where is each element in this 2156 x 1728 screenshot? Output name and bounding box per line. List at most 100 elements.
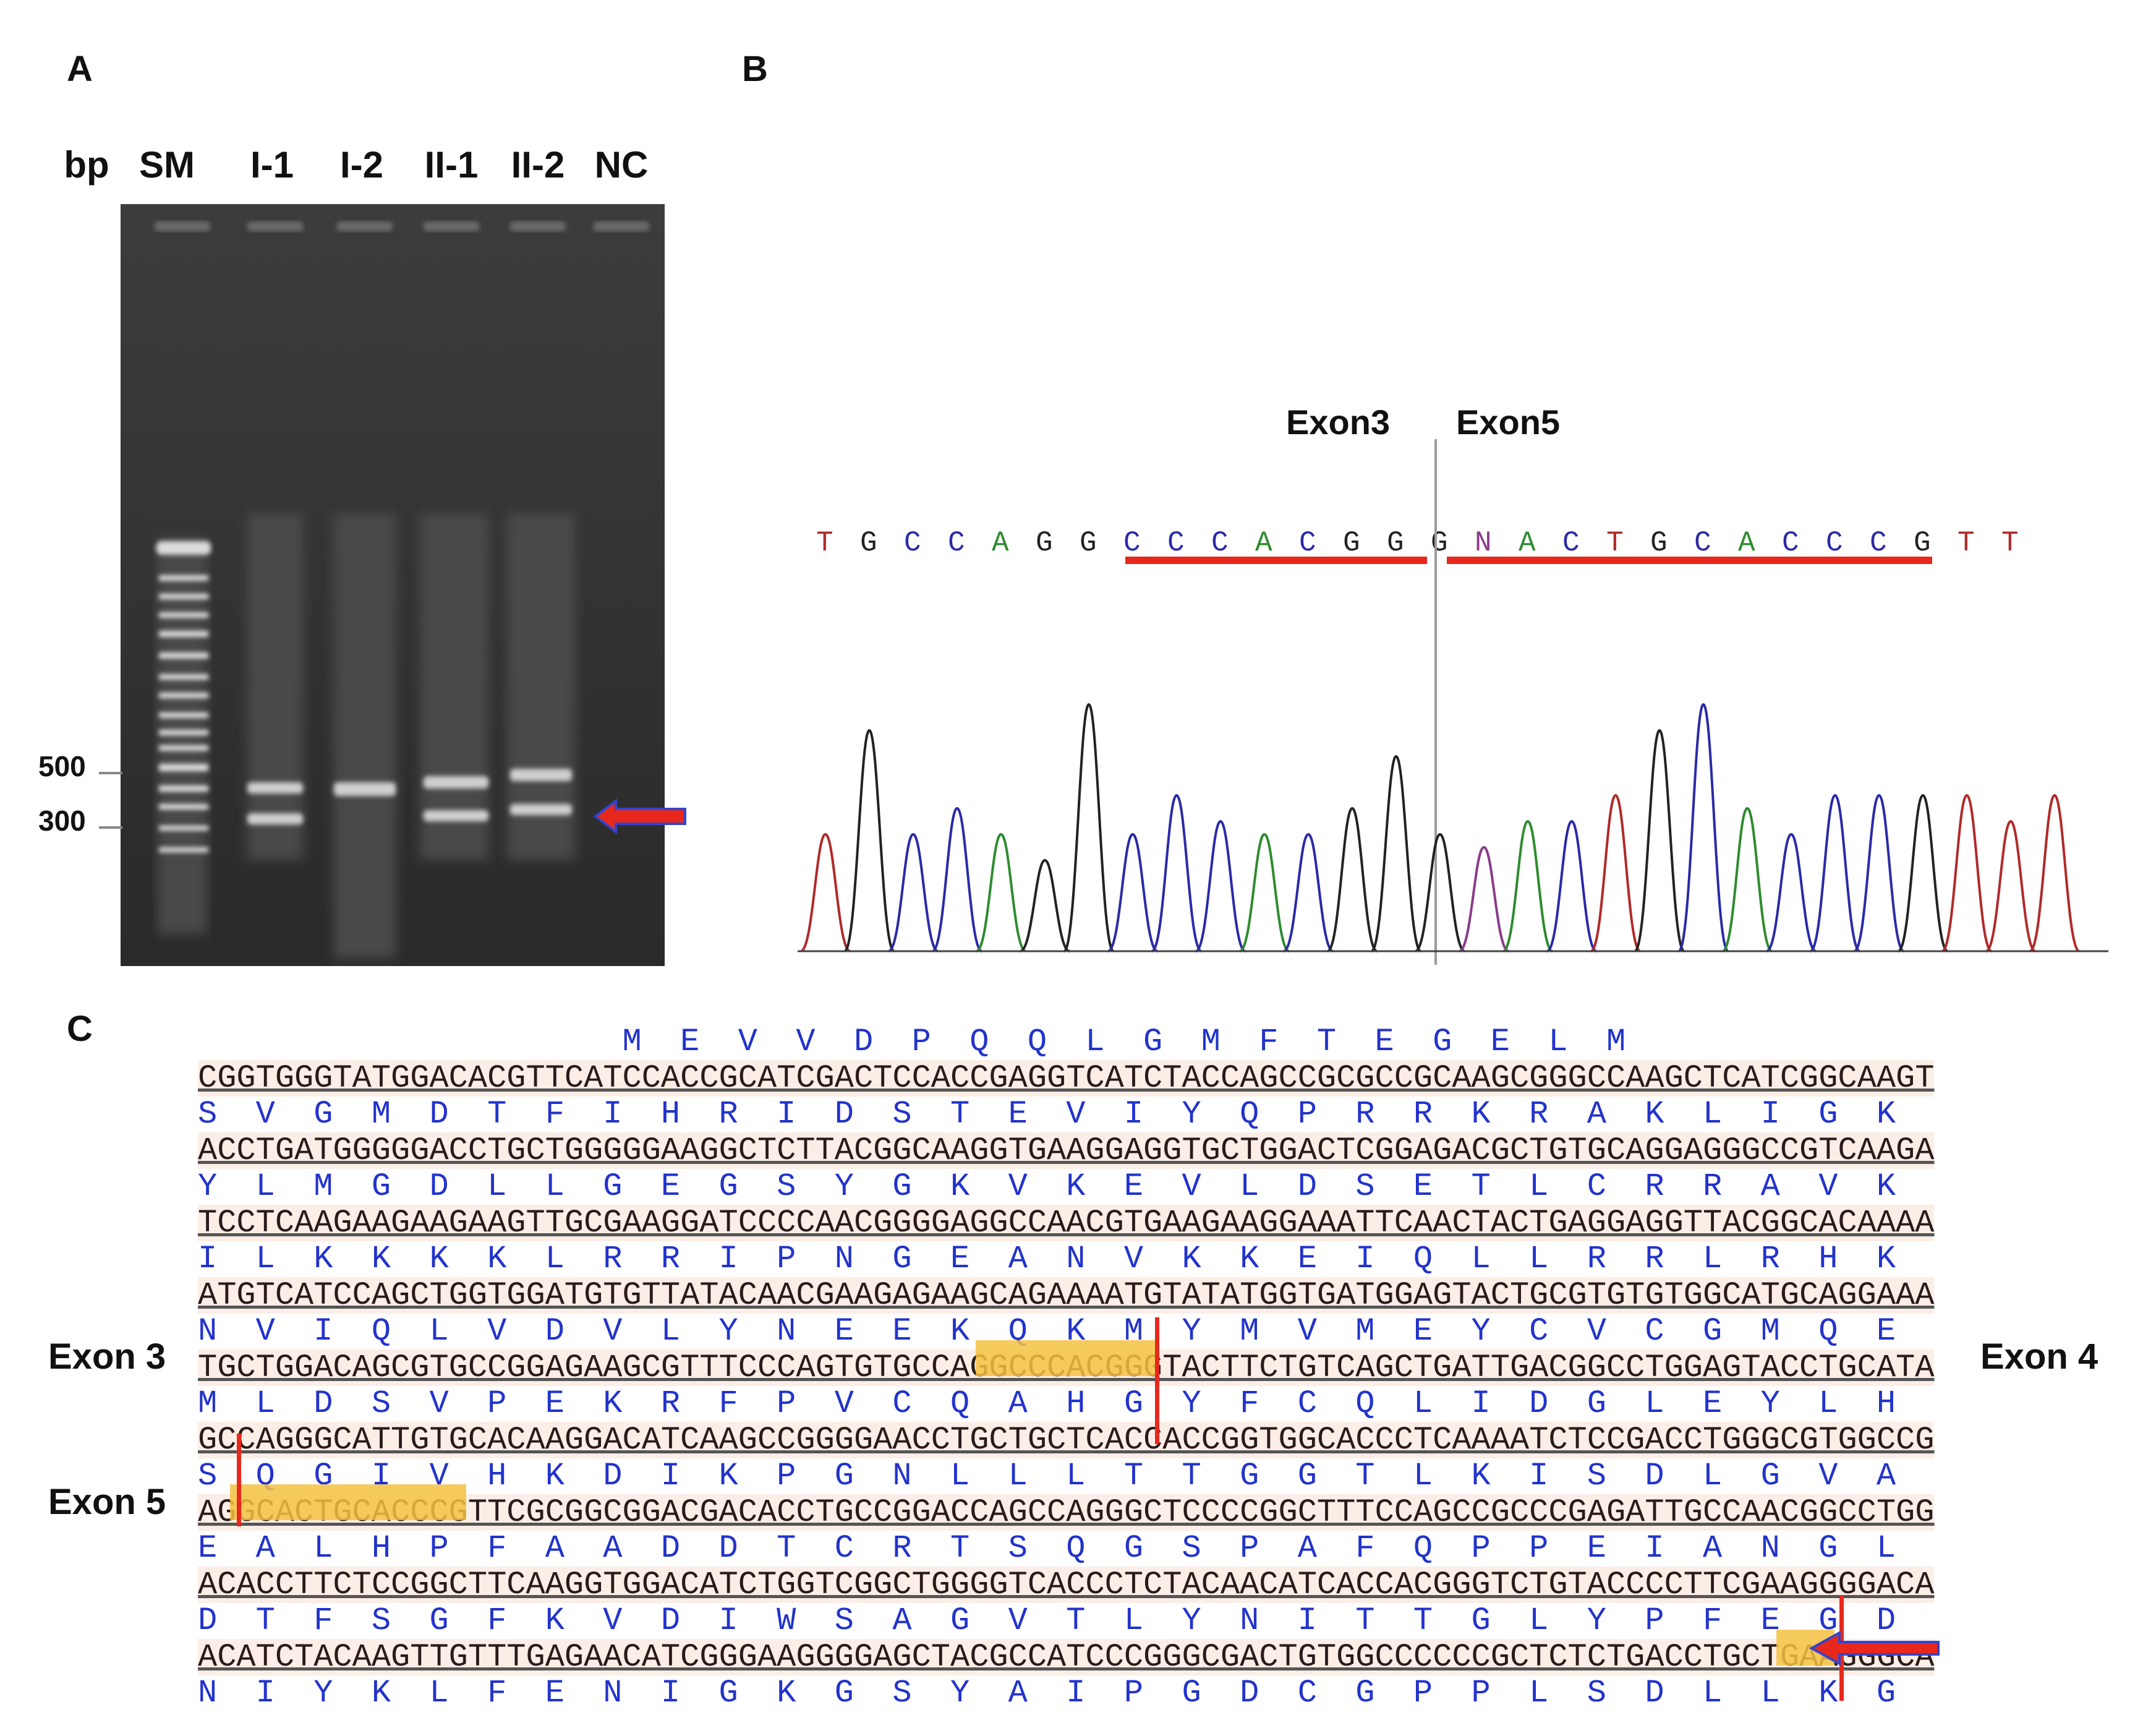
base-call: C xyxy=(1782,527,1799,559)
trace-peak xyxy=(1897,793,1949,952)
exon-label-exon-5: Exon 5 xyxy=(48,1482,166,1522)
trace-peak xyxy=(1414,832,1466,952)
trace-peak xyxy=(1634,729,1685,952)
lane-label-ii-1: II-1 xyxy=(424,144,479,186)
trace-peak xyxy=(1853,793,1905,952)
base-call: G xyxy=(1036,527,1053,559)
trace-peak xyxy=(1326,806,1378,952)
trace-peak xyxy=(931,806,983,952)
trace-peak xyxy=(1546,819,1598,952)
panel-label-b: B xyxy=(742,49,768,89)
trace-peak xyxy=(1238,832,1290,952)
underline-exon5 xyxy=(1447,557,1932,564)
base-call: T xyxy=(1958,527,1975,559)
trace-peak xyxy=(1151,793,1203,952)
bp-label: bp xyxy=(64,144,109,186)
exon-label-exon-4: Exon 4 xyxy=(1980,1337,2098,1377)
marker-label-300: 300 xyxy=(38,805,86,837)
trace-peak xyxy=(2029,793,2081,952)
exon-label-exon5: Exon5 xyxy=(1456,403,1561,442)
amino-acid-line: N I Y K L F E N I G K G S Y A I P G D C … xyxy=(198,1675,1896,1711)
base-call: C xyxy=(1211,527,1229,559)
lane-label-ii-2: II-2 xyxy=(511,144,565,186)
dna-sequence-line: ACACCTTCTCCGGCTTCAAGGTGGACATCTGGTCGGCTGG… xyxy=(198,1566,1935,1603)
base-call: G xyxy=(1080,527,1097,559)
base-call: C xyxy=(1562,527,1580,559)
amino-acid-line: D T F S G F K V D I W S A G V T L Y N I … xyxy=(198,1602,1896,1639)
dna-sequence-line: ATGTCATCCAGCTGGTGGATGTGTTATACAACGAAGAGAA… xyxy=(198,1277,1935,1314)
trace-peak xyxy=(1020,858,1070,952)
base-call: G xyxy=(1387,527,1404,559)
dna-sequence-line: TCCTCAAGAAGAAGAAGTTGCGAAGGATCCCCAACGGGGA… xyxy=(198,1204,1935,1241)
junction-marker-exon3 xyxy=(1155,1317,1159,1444)
trace-peak xyxy=(975,832,1027,952)
marker-tick-300 xyxy=(99,826,122,829)
trace-peak xyxy=(1765,832,1817,952)
amino-acid-line: E A L H P F A A D D T C R T S Q G S P A … xyxy=(198,1530,1896,1567)
trace-peak xyxy=(1677,703,1729,952)
base-call: A xyxy=(1255,527,1272,559)
panel-label-a: A xyxy=(67,49,93,89)
trace-peak xyxy=(1282,832,1334,952)
trace-peak xyxy=(799,832,851,952)
amino-acid-line: S Q G I V H K D I K P G N L L L T T G G … xyxy=(198,1458,1896,1494)
trace-peak xyxy=(1063,703,1115,952)
trace-peak xyxy=(1502,819,1554,952)
exon-label-exon-3: Exon 3 xyxy=(48,1337,166,1377)
trace-peak xyxy=(1107,832,1159,952)
trace-peak xyxy=(1459,845,1509,952)
trace-peak xyxy=(1809,793,1861,952)
base-call: C xyxy=(1694,527,1711,559)
panel-label-c: C xyxy=(67,1009,93,1049)
exon-label-exon3: Exon3 xyxy=(1286,403,1391,442)
lane-label-nc: NC xyxy=(594,144,649,186)
base-call: G xyxy=(1343,527,1360,559)
dna-sequence-line: GCCAGGGCATTGTGCACAAGGACATCAAGCCGGGGAACCT… xyxy=(198,1421,1935,1458)
trace-peak xyxy=(1721,806,1773,952)
stop-codon-arrow xyxy=(1809,1630,1940,1666)
dna-sequence-line: AGGCACTGCACCCGTTCGCGGCGGACGACACCTGCCGGAC… xyxy=(198,1494,1935,1531)
amino-acid-line: S V G M D T F I H R I D S T E V I Y Q P … xyxy=(198,1096,1896,1132)
amino-acid-line: Y L M G D L L G E G S Y G K V K E V L D … xyxy=(198,1168,1896,1205)
dna-sequence-line: ACATCTACAAGTTGTTTGAGAACATCGGGAAGGGGAGCTA… xyxy=(198,1638,1935,1675)
dna-sequence-line: ACCTGATGGGGGACCTGCTGGGGGAAGGCTCTTACGGCAA… xyxy=(198,1132,1935,1169)
trace-peak xyxy=(887,832,939,952)
underline-exon3 xyxy=(1125,557,1427,564)
trace-peak xyxy=(843,729,895,952)
base-call: C xyxy=(904,527,921,559)
base-call: A xyxy=(992,527,1009,559)
gel-image xyxy=(121,204,665,966)
base-call: C xyxy=(1123,527,1141,559)
base-call: C xyxy=(1299,527,1316,559)
amino-acid-line: M L D S V P E K R F P V C Q A H G Y F C … xyxy=(198,1385,1896,1422)
junction-marker-exon5 xyxy=(237,1434,241,1526)
lane-label-i-2: I-2 xyxy=(339,144,384,186)
base-call: C xyxy=(948,527,965,559)
base-call: C xyxy=(1826,527,1843,559)
lane-label-sm: SM xyxy=(139,144,195,186)
trace-peak xyxy=(1370,755,1422,952)
trace-peak xyxy=(1590,793,1642,952)
base-call: G xyxy=(1914,527,1931,559)
trace-peaks xyxy=(799,703,2081,952)
base-call: G xyxy=(860,527,877,559)
trace-peak xyxy=(1985,819,2037,952)
gel-graphic xyxy=(121,204,665,966)
base-call: G xyxy=(1431,527,1448,559)
base-call: C xyxy=(1167,527,1185,559)
marker-label-500: 500 xyxy=(38,750,86,782)
marker-tick-500 xyxy=(99,772,122,774)
dna-sequence-line: CGGTGGGTATGGACACGTTCATCCACCGCATCGACTCCAC… xyxy=(198,1059,1935,1097)
base-call: T xyxy=(816,527,833,559)
base-call: N xyxy=(1475,527,1492,559)
highlight-exon5-start xyxy=(230,1484,466,1520)
base-call: C xyxy=(1870,527,1887,559)
base-call: A xyxy=(1738,527,1755,559)
highlight-exon3-end xyxy=(976,1340,1156,1376)
base-call: A xyxy=(1519,527,1536,559)
amino-acid-line: I L K K K K L R R I P N G E A N V K K E … xyxy=(198,1241,1896,1277)
lane-label-i-1: I-1 xyxy=(250,144,294,186)
base-call: G xyxy=(1650,527,1668,559)
